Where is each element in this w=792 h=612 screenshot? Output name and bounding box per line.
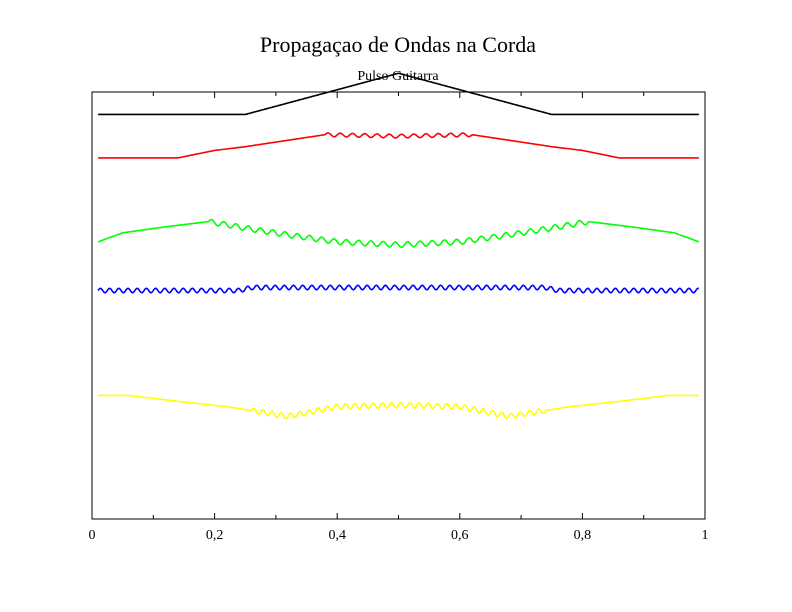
x-axis-ticks [91,92,706,519]
x-tick-label: 0,4 [328,528,346,543]
chart-title: Propagaçao de Ondas na Corda [260,32,536,57]
x-tick-label: 0,6 [451,528,469,543]
x-tick-label: 0,2 [206,528,224,543]
chart-subtitle: Pulso Guitarra [357,69,439,84]
x-tick-label: 0,8 [574,528,592,543]
series-line-4 [97,284,700,294]
x-axis-tick-labels: 0 0,2 0,4 0,6 0,8 1 [89,528,709,543]
series-line-1 [98,72,699,116]
series-line-3 [97,218,700,249]
x-tick-label: 0 [89,528,96,543]
x-tick-label: 1 [702,528,709,543]
series-line-2 [98,132,699,159]
series-lines [97,72,700,420]
series-line-5 [98,394,699,420]
